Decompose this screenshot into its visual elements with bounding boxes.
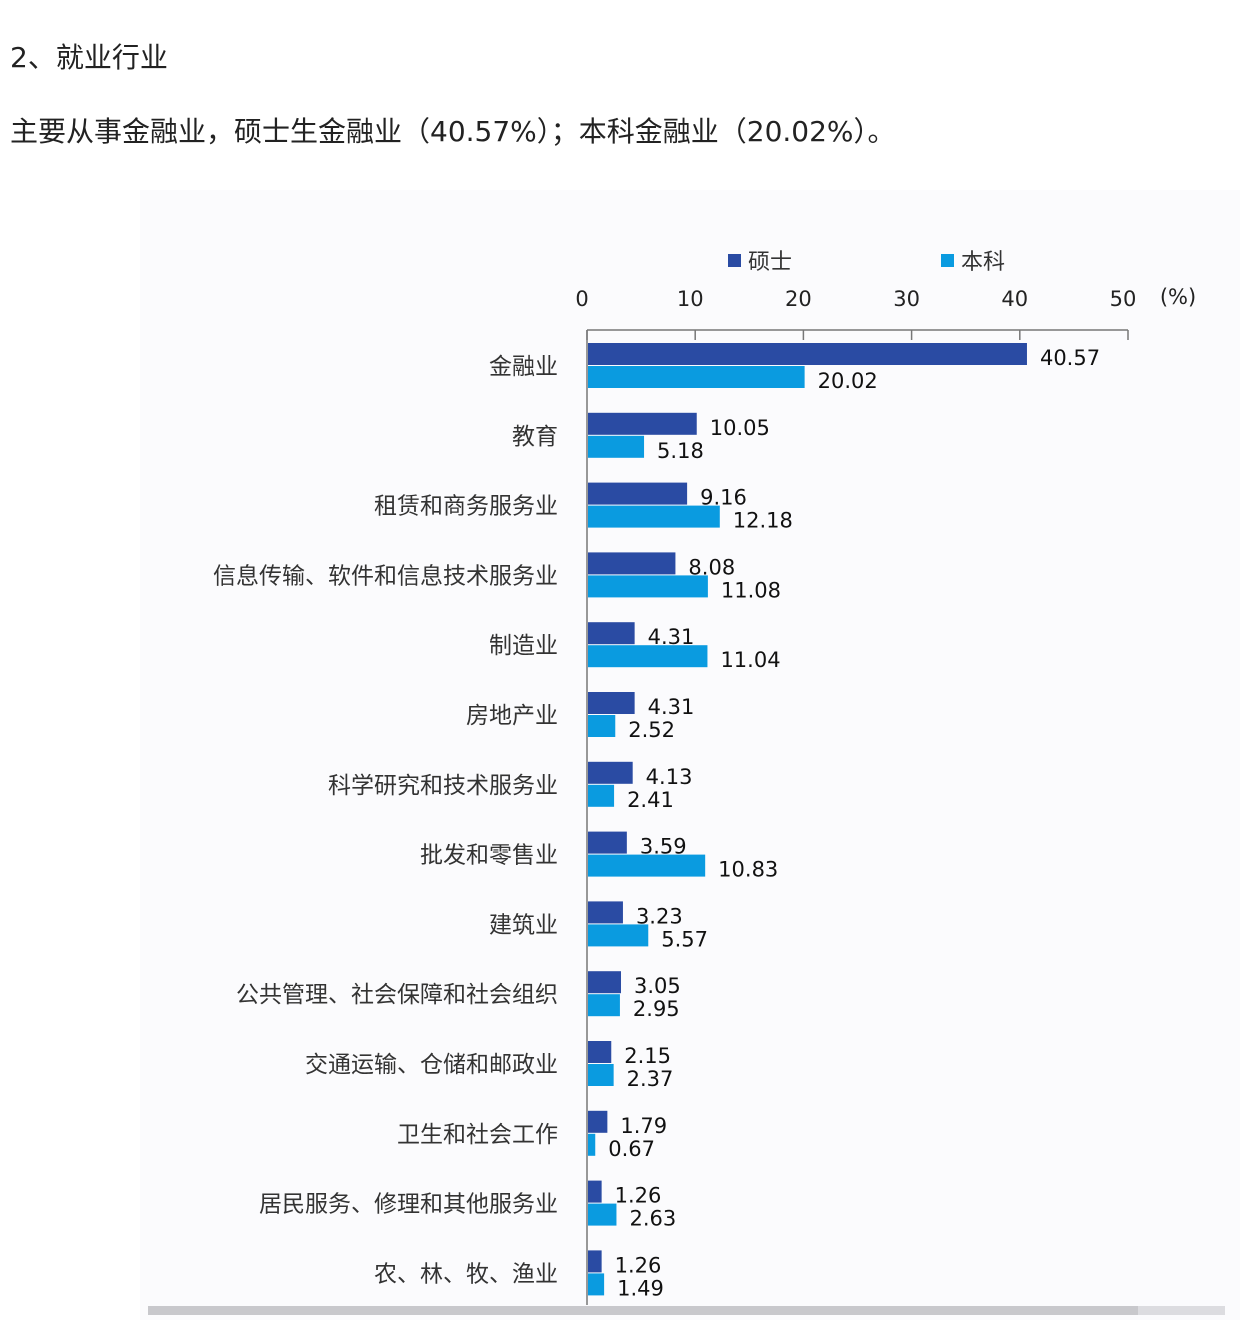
bar-bachelor <box>588 994 620 1017</box>
scrollbar-thumb[interactable] <box>148 1306 1138 1315</box>
x-tick-label: 20 <box>785 287 812 311</box>
bar-bachelor <box>588 854 706 877</box>
bar-master <box>588 1041 612 1063</box>
category-label: 信息传输、软件和信息技术服务业 <box>213 563 558 589</box>
value-label-master: 2.15 <box>624 1044 671 1068</box>
x-tick-label: 0 <box>575 287 588 311</box>
category-label: 卫生和社会工作 <box>397 1122 558 1148</box>
legend-swatch-master <box>728 254 741 267</box>
bar-master <box>588 482 688 505</box>
category-label: 居民服务、修理和其他服务业 <box>259 1192 558 1218</box>
legend-swatch-bachelor <box>941 254 954 267</box>
value-label-bachelor: 5.57 <box>661 927 708 951</box>
value-label-bachelor: 20.02 <box>818 369 878 393</box>
category-label: 建筑业 <box>489 912 558 938</box>
bar-master <box>588 1250 602 1273</box>
value-label-bachelor: 11.08 <box>721 578 781 602</box>
bar-bachelor <box>588 435 645 458</box>
x-tick-label: 10 <box>677 287 704 311</box>
x-tick-label: 30 <box>893 287 920 311</box>
value-label-master: 1.79 <box>620 1114 667 1138</box>
summary-text: 主要从事金融业，硕士生金融业（40.57%）；本科金融业（20.02%）。 <box>10 115 896 148</box>
value-label-bachelor: 2.52 <box>628 718 675 742</box>
value-label-bachelor: 5.18 <box>657 439 704 463</box>
value-label-master: 4.31 <box>648 695 695 719</box>
bar-bachelor <box>588 505 720 528</box>
value-label-master: 4.13 <box>646 765 693 789</box>
bar-master <box>588 622 635 645</box>
bar-master <box>588 552 676 575</box>
bar-bachelor <box>588 575 708 598</box>
value-label-bachelor: 2.37 <box>627 1067 674 1091</box>
value-label-master: 3.05 <box>634 974 681 998</box>
bar-bachelor <box>588 1064 614 1086</box>
value-label-master: 1.26 <box>615 1253 662 1277</box>
value-label-master: 1.26 <box>615 1184 662 1208</box>
bar-master <box>588 1110 608 1133</box>
category-label: 教育 <box>512 424 558 450</box>
category-label: 科学研究和技术服务业 <box>328 773 558 799</box>
category-label: 批发和零售业 <box>420 843 558 869</box>
value-label-bachelor: 2.95 <box>633 997 680 1021</box>
horizontal-scrollbar[interactable] <box>148 1306 1225 1315</box>
x-tick-label: 50 <box>1110 287 1137 311</box>
value-label-master: 10.05 <box>710 416 770 440</box>
category-label: 金融业 <box>489 354 558 380</box>
bar-master <box>588 831 627 854</box>
value-label-bachelor: 1.49 <box>617 1276 664 1300</box>
value-label-bachelor: 12.18 <box>733 509 793 533</box>
bar-bachelor <box>588 1133 596 1156</box>
value-label-bachelor: 2.63 <box>629 1207 676 1231</box>
value-label-bachelor: 2.41 <box>627 788 674 812</box>
bar-master <box>588 761 633 784</box>
bar-master <box>588 971 622 994</box>
value-label-master: 40.57 <box>1040 346 1100 370</box>
value-label-bachelor: 11.04 <box>720 648 780 672</box>
bar-bachelor <box>588 784 615 807</box>
category-label: 农、林、牧、渔业 <box>374 1261 558 1287</box>
category-label: 公共管理、社会保障和社会组织 <box>236 982 558 1008</box>
bar-bachelor <box>588 1203 617 1226</box>
unit-label: (%) <box>1160 285 1196 309</box>
section-heading: 2、就业行业 <box>10 41 168 74</box>
category-label: 房地产业 <box>466 703 558 729</box>
bar-bachelor <box>588 924 649 947</box>
bar-bachelor <box>588 366 805 388</box>
x-tick-label: 40 <box>1001 287 1028 311</box>
bar-bachelor <box>588 715 616 737</box>
bar-master <box>588 1180 602 1203</box>
category-label: 制造业 <box>489 633 558 659</box>
bar-master <box>588 412 697 435</box>
bar-master <box>588 343 1027 365</box>
legend-label: 硕士 <box>748 250 792 275</box>
bar-bachelor <box>588 1273 605 1296</box>
bar-master <box>588 692 635 714</box>
category-label: 交通运输、仓储和邮政业 <box>305 1052 558 1078</box>
bar-bachelor <box>588 645 708 668</box>
bar-master <box>588 901 623 924</box>
value-label-bachelor: 0.67 <box>608 1137 655 1161</box>
legend-label: 本科 <box>961 250 1005 275</box>
value-label-bachelor: 10.83 <box>718 858 778 882</box>
category-label: 租赁和商务服务业 <box>374 494 558 520</box>
